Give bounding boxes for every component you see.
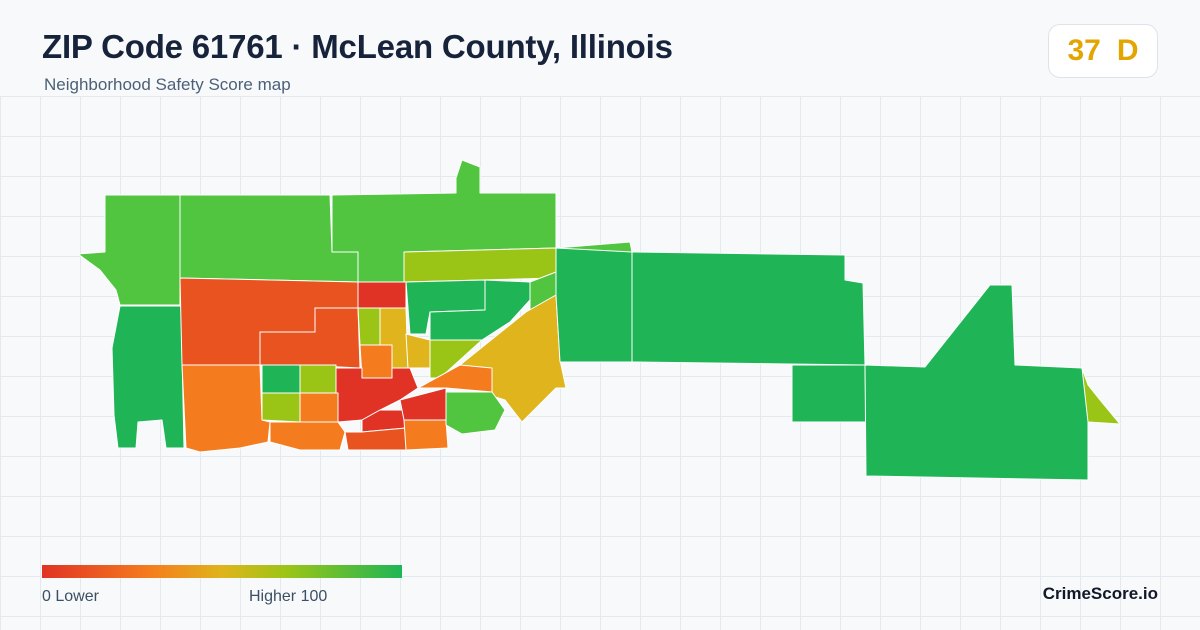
map-region[interactable] xyxy=(335,367,419,423)
map-region[interactable] xyxy=(631,251,866,366)
page-title: ZIP Code 61761 · McLean County, Illinois xyxy=(42,28,673,65)
map-region[interactable] xyxy=(357,307,381,346)
map-region[interactable] xyxy=(405,333,431,369)
legend-color-scale xyxy=(42,565,402,578)
map-region[interactable] xyxy=(299,364,337,394)
map-region[interactable] xyxy=(269,421,346,451)
map-region[interactable] xyxy=(555,247,633,363)
map-region[interactable] xyxy=(791,364,867,423)
safety-score-badge: 37 D xyxy=(1048,24,1158,78)
map-region[interactable] xyxy=(111,305,185,449)
map-region[interactable] xyxy=(261,392,301,423)
map-region[interactable] xyxy=(181,364,271,453)
map-region[interactable] xyxy=(403,419,449,451)
map-region[interactable] xyxy=(403,247,557,283)
map-region[interactable] xyxy=(77,194,181,306)
map-region[interactable] xyxy=(1081,367,1121,425)
map-region[interactable] xyxy=(445,391,506,435)
brand-logo-text[interactable]: CrimeScore.io xyxy=(1042,584,1158,603)
map-region[interactable] xyxy=(261,364,301,394)
map-region[interactable] xyxy=(417,364,493,393)
safety-score-grade: D xyxy=(1116,34,1139,67)
map-region[interactable] xyxy=(344,427,407,451)
page-subtitle: Neighborhood Safety Score map xyxy=(44,75,291,94)
map-region[interactable] xyxy=(299,392,339,423)
legend-min-label: 0 Lower xyxy=(42,588,99,605)
map-region[interactable] xyxy=(459,294,567,423)
map-region[interactable] xyxy=(359,344,393,379)
map-region[interactable] xyxy=(864,284,1089,481)
map-region[interactable] xyxy=(179,194,359,283)
map-region[interactable] xyxy=(331,159,557,283)
legend-max-label: Higher 100 xyxy=(249,588,328,605)
map-region[interactable] xyxy=(357,281,407,309)
safety-score-value: 37 xyxy=(1067,34,1101,67)
